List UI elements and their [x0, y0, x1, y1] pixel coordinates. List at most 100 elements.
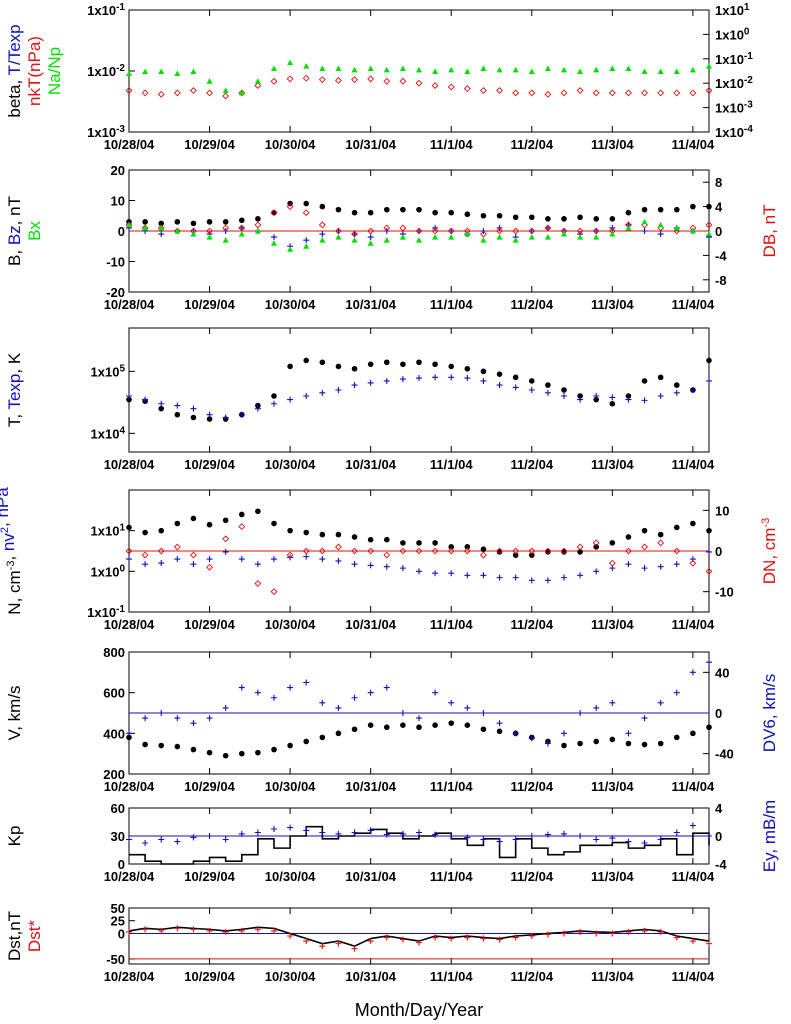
- data-point: [577, 396, 584, 403]
- data-point: [577, 393, 583, 399]
- series-line: [129, 825, 710, 865]
- data-point: [399, 830, 406, 837]
- data-point: [222, 535, 230, 543]
- data-point: [206, 927, 213, 934]
- data-point: [464, 375, 471, 382]
- x-tick-label: 10/28/04: [104, 617, 155, 632]
- data-point: [480, 377, 487, 384]
- data-point: [255, 402, 261, 409]
- data-point: [174, 838, 181, 845]
- data-point: [432, 689, 439, 696]
- data-point: [544, 740, 551, 747]
- data-point: [545, 216, 551, 222]
- data-point: [545, 382, 551, 388]
- data-point: [351, 694, 358, 701]
- x-tick-label: 10/28/04: [104, 297, 155, 312]
- data-point: [448, 228, 455, 234]
- data-point: [238, 830, 245, 837]
- data-point: [432, 722, 438, 728]
- y-tick-label: 800: [103, 645, 125, 660]
- data-point: [432, 361, 438, 368]
- data-point: [561, 930, 567, 937]
- data-point: [512, 214, 519, 221]
- data-point: [561, 231, 567, 237]
- data-point: [190, 220, 197, 227]
- data-point: [432, 831, 439, 838]
- y2-tick-label: 1x100: [715, 26, 750, 42]
- data-point: [689, 556, 696, 563]
- data-point: [641, 397, 648, 404]
- data-point: [512, 384, 519, 391]
- data-point: [286, 75, 294, 83]
- data-point: [335, 940, 342, 947]
- data-point: [593, 393, 600, 400]
- data-point: [222, 517, 229, 524]
- data-point: [125, 547, 133, 555]
- y-axis-label-2: nkT(nPa): [25, 36, 44, 106]
- data-point: [174, 70, 181, 76]
- data-point: [400, 540, 406, 546]
- data-point: [448, 570, 455, 577]
- data-point: [142, 396, 149, 403]
- data-point: [657, 68, 664, 75]
- data-point: [673, 68, 680, 75]
- data-point: [222, 414, 229, 421]
- data-point: [577, 833, 584, 839]
- data-point: [673, 206, 680, 213]
- data-point: [432, 934, 439, 941]
- x-tick-label: 11/2/04: [510, 457, 553, 472]
- data-point: [706, 377, 712, 384]
- data-point: [641, 840, 648, 846]
- data-point: [625, 561, 632, 568]
- data-point: [125, 221, 133, 229]
- x-tick-label: 10/30/04: [265, 297, 316, 312]
- data-point: [577, 214, 583, 221]
- data-point: [400, 361, 406, 368]
- data-point: [335, 363, 342, 370]
- y-tick-label: -50: [106, 952, 125, 967]
- data-point: [142, 68, 149, 75]
- data-point: [351, 547, 358, 555]
- data-point: [158, 405, 165, 412]
- data-point: [351, 382, 358, 389]
- y-tick-label: 60: [111, 801, 125, 816]
- data-point: [593, 544, 600, 550]
- data-point: [141, 551, 149, 559]
- data-point: [625, 547, 632, 555]
- data-point: [416, 66, 422, 73]
- data-point: [173, 543, 181, 551]
- data-point: [593, 738, 600, 745]
- data-point: [319, 943, 326, 950]
- data-point: [126, 836, 132, 843]
- y2-tick-label: -4: [715, 248, 727, 263]
- data-point: [544, 234, 551, 240]
- data-point: [190, 551, 197, 559]
- data-point: [544, 831, 551, 838]
- data-point: [528, 228, 535, 234]
- data-point: [609, 835, 616, 842]
- data-point: [174, 219, 181, 225]
- x-tick-label: 10/28/04: [104, 779, 155, 794]
- panel-velocity: 200 400 600 800 -40 0 40 10/28/04 10/29/04 10/30/…: [5, 645, 779, 794]
- x-tick-label: 11/1/04: [430, 969, 473, 984]
- data-point: [657, 221, 664, 228]
- data-point: [689, 822, 696, 829]
- data-point: [254, 829, 261, 836]
- series-bz: [126, 221, 712, 250]
- data-point: [496, 838, 503, 845]
- data-point: [415, 79, 423, 87]
- data-point: [528, 89, 536, 97]
- data-point: [206, 411, 213, 418]
- data-point: [609, 394, 616, 401]
- data-point: [609, 540, 616, 546]
- data-point: [222, 548, 229, 555]
- x-tick-label: 11/2/04: [510, 137, 553, 152]
- x-tick-label: 10/30/04: [265, 457, 316, 472]
- y-tick-label: 30: [111, 829, 125, 844]
- series-dst: [126, 925, 712, 952]
- data-point: [496, 87, 503, 94]
- series-ey: [126, 822, 712, 846]
- data-point: [496, 574, 503, 581]
- data-point: [496, 66, 503, 73]
- data-point: [126, 70, 132, 76]
